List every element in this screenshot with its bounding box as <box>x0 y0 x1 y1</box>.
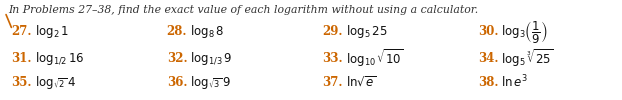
Text: 29.: 29. <box>322 25 343 38</box>
Text: $\log_{\sqrt{3}} 9$: $\log_{\sqrt{3}} 9$ <box>190 74 231 91</box>
Text: 28.: 28. <box>167 25 187 38</box>
Text: $\log_2 1$: $\log_2 1$ <box>35 23 69 40</box>
Text: 36.: 36. <box>167 76 187 89</box>
Text: $\ln e^3$: $\ln e^3$ <box>501 74 528 91</box>
Text: 33.: 33. <box>322 52 343 65</box>
Text: $\log_{1/3} 9$: $\log_{1/3} 9$ <box>190 50 233 67</box>
Text: $\log_{1/2} 16$: $\log_{1/2} 16$ <box>35 50 85 67</box>
Text: 31.: 31. <box>11 52 32 65</box>
Text: $\ln\!\sqrt{e}$: $\ln\!\sqrt{e}$ <box>346 75 376 90</box>
Text: $\log_5 25$: $\log_5 25$ <box>346 23 388 40</box>
Text: 37.: 37. <box>322 76 343 89</box>
Text: $\log_3\!\left(\dfrac{1}{9}\right)$: $\log_3\!\left(\dfrac{1}{9}\right)$ <box>501 18 548 44</box>
Text: $\log_5 \sqrt[3]{25}$: $\log_5 \sqrt[3]{25}$ <box>501 48 554 69</box>
Text: In Problems 27–38, find the exact value of each logarithm without using a calcul: In Problems 27–38, find the exact value … <box>8 5 478 15</box>
Text: 38.: 38. <box>478 76 498 89</box>
Text: 30.: 30. <box>478 25 498 38</box>
Text: $\log_8 8$: $\log_8 8$ <box>190 23 225 40</box>
Text: $\log_{10} \sqrt{10}$: $\log_{10} \sqrt{10}$ <box>346 48 403 69</box>
Text: 32.: 32. <box>167 52 187 65</box>
Text: 34.: 34. <box>478 52 498 65</box>
Text: $\log_{\sqrt{2}} 4$: $\log_{\sqrt{2}} 4$ <box>35 74 76 91</box>
Text: 35.: 35. <box>11 76 32 89</box>
Text: 27.: 27. <box>11 25 32 38</box>
